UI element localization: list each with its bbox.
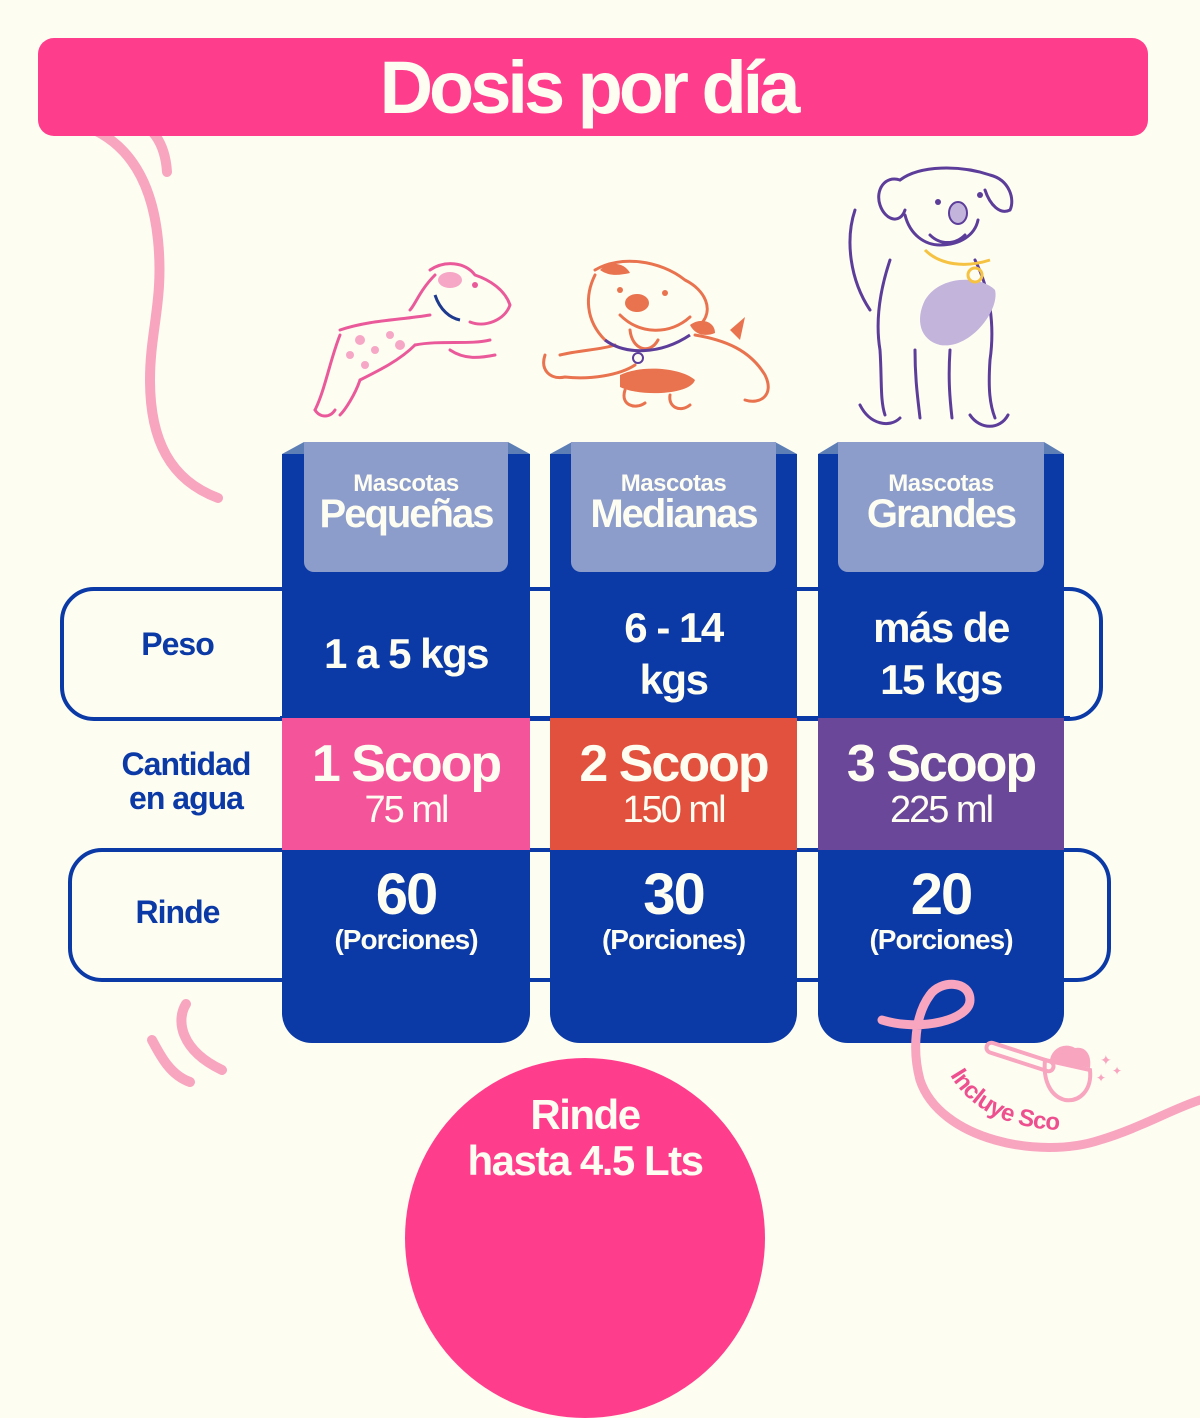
header-large-pets: Mascotas Grandes [838,442,1044,572]
column-large-pets: Mascotas Grandes más de 15 kgs 3 Scoop 2… [818,440,1064,1043]
total-yield-text: Rinde hasta 4.5 Lts [467,1091,704,1184]
yield-medium-pets: 30 (Porciones) [601,862,746,956]
peso-small-pets: 1 a 5 kgs [324,630,489,677]
scoop-badge-swirl: ✦ ✦ ✦ Incluye Scoop [860,970,1200,1152]
scoop-icon: ✦ ✦ ✦ [984,1040,1122,1103]
svg-text:✦: ✦ [1112,1064,1122,1078]
title-banner: Dosis por día [38,38,1148,136]
dose-small-pets: 1 Scoop 75 ml [282,718,530,850]
svg-text:✦: ✦ [1100,1053,1112,1069]
dose-large-pets: 3 Scoop 225 ml [818,718,1064,850]
dose-medium-pets: 2 Scoop 150 ml [550,718,797,850]
header-medium-pets: Mascotas Medianas [571,442,776,572]
row-label-peso: Peso [141,626,214,662]
page-title: Dosis por día [379,45,801,129]
medium-dog-playing-icon [542,259,770,411]
yield-large-pets: 20 (Porciones) [869,862,1013,956]
column-small-pets: Mascotas Pequeñas 1 a 5 kgs 1 Scoop 75 m… [282,440,530,1043]
row-label-rinde: Rinde [135,894,221,930]
row-label-cantidad: Cantidad en agua [121,746,252,816]
peso-medium-pets: 6 - 14 kgs [624,604,724,703]
small-dog-jumping-icon [313,262,512,418]
peso-large-pets: más de 15 kgs [873,604,1010,703]
column-medium-pets: Mascotas Medianas 6 - 14 kgs 2 Scoop 150… [550,440,797,1043]
svg-text:✦: ✦ [1096,1071,1106,1085]
yield-small-pets: 60 (Porciones) [334,862,478,956]
header-small-pets: Mascotas Pequeñas [304,442,508,572]
large-dog-sitting-icon [848,166,1014,428]
